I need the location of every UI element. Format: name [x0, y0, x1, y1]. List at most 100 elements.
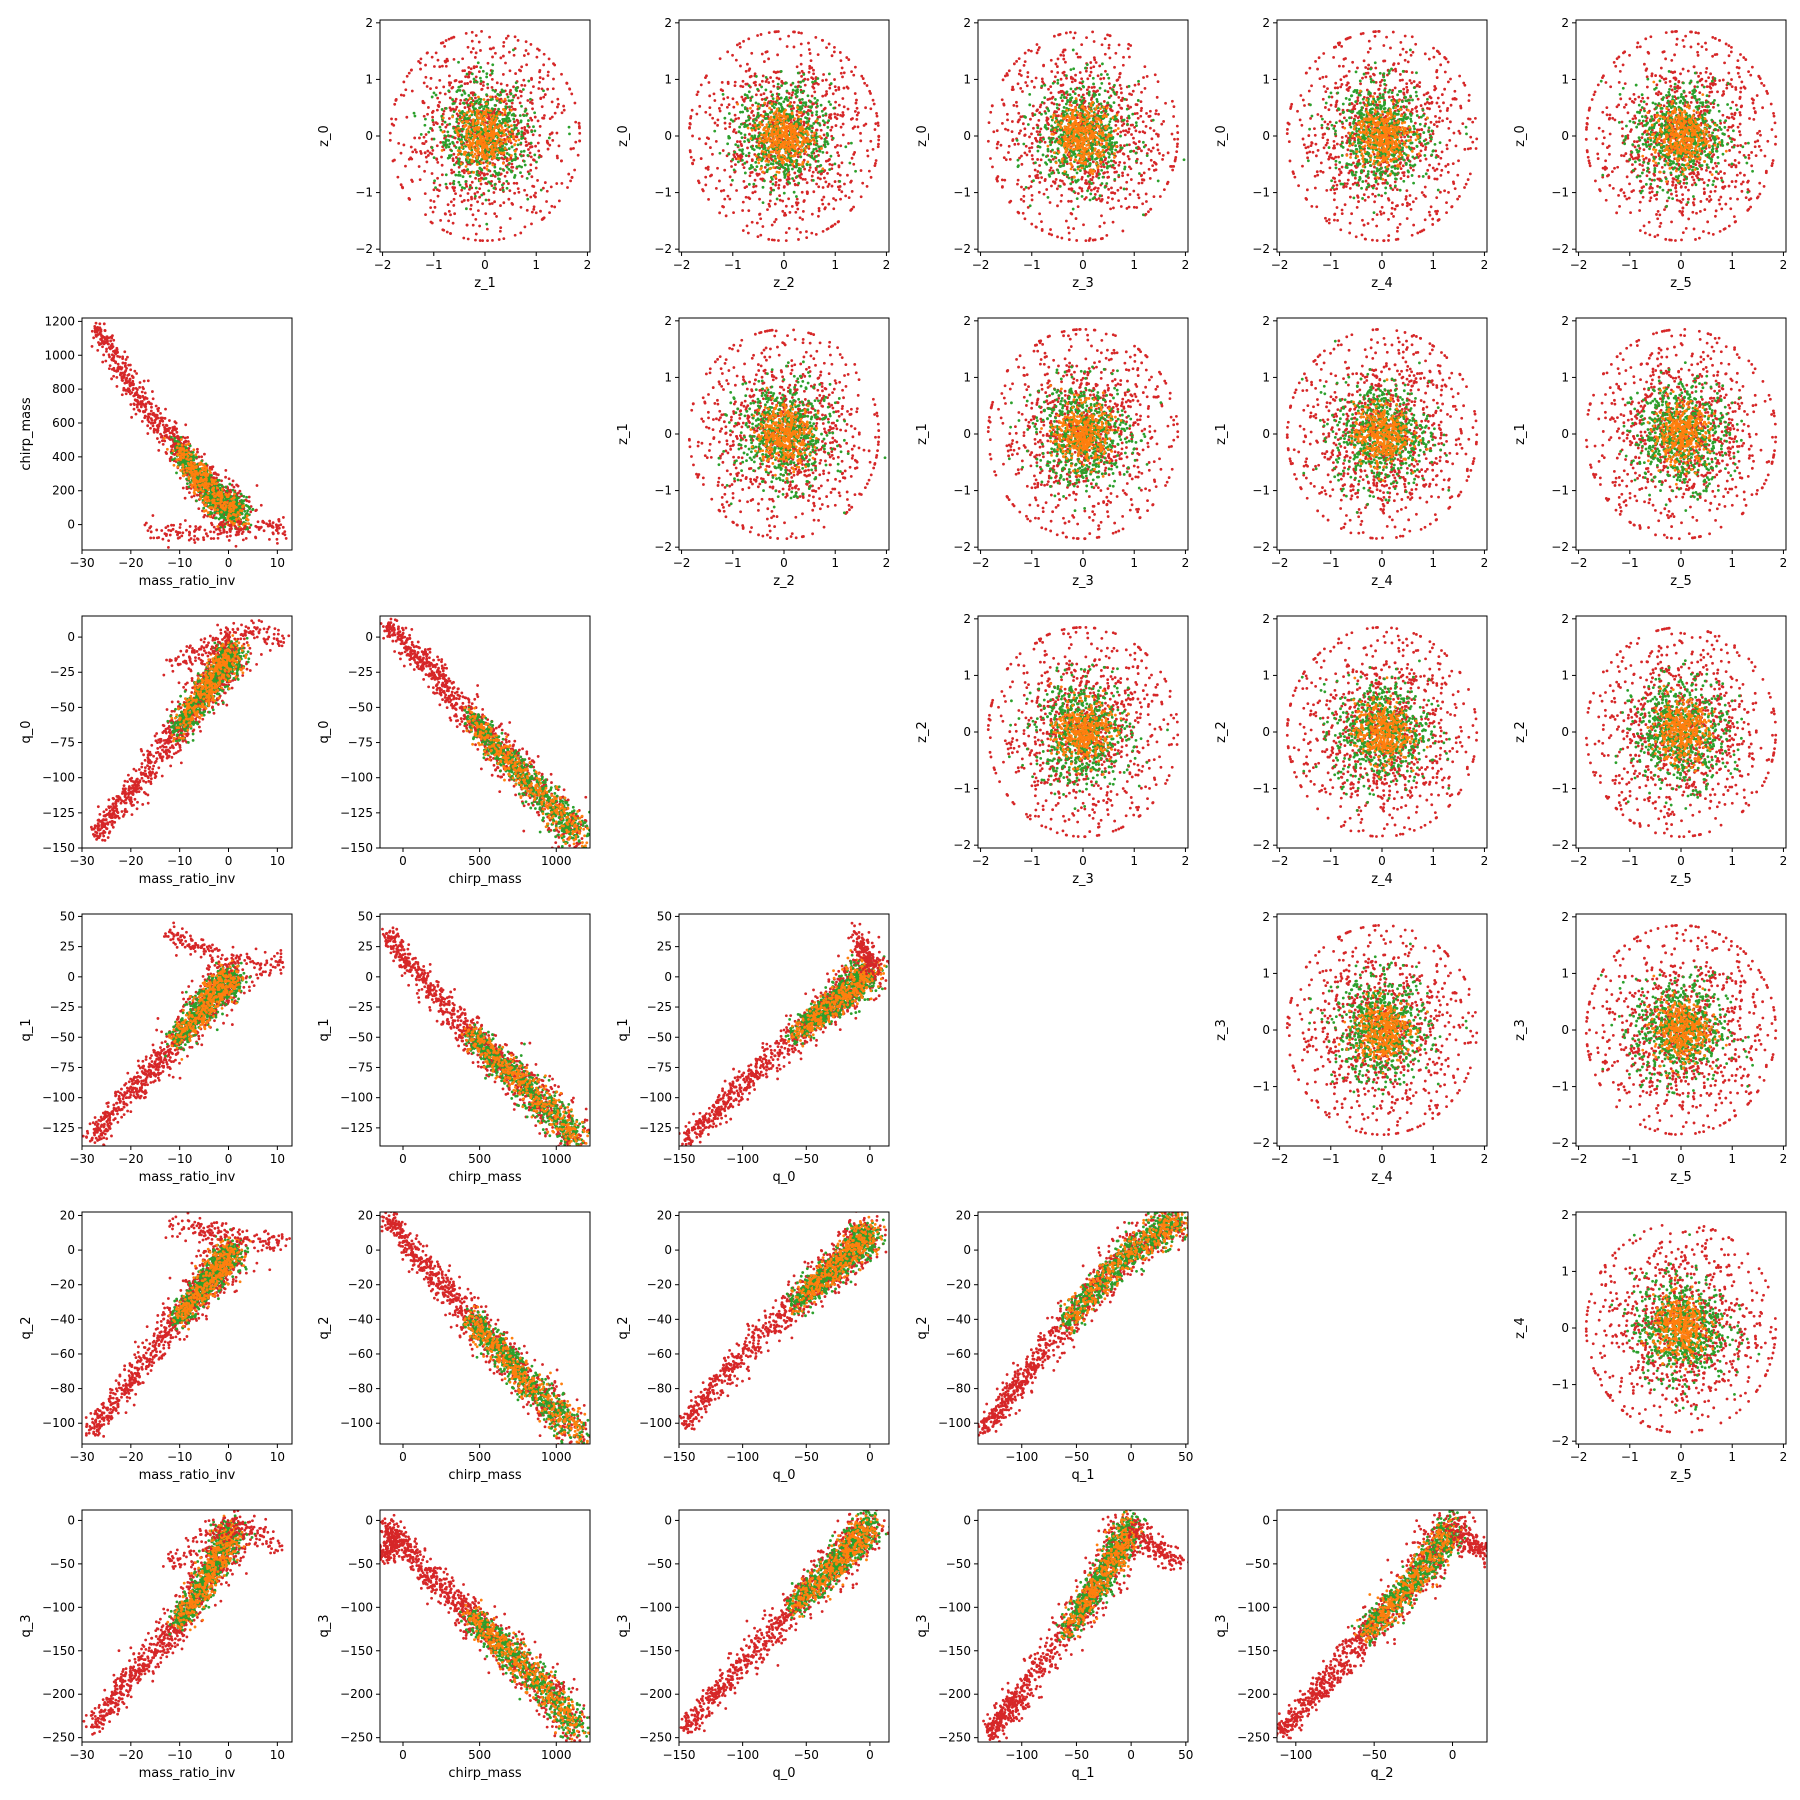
scatter-point	[831, 136, 835, 140]
scatter-point	[772, 238, 776, 242]
scatter-point	[520, 174, 524, 178]
scatter-point	[837, 164, 841, 167]
scatter-point	[1031, 104, 1035, 108]
scatter-point	[1051, 171, 1054, 174]
scatter-point	[510, 124, 513, 127]
scatter-point	[1100, 111, 1103, 114]
scatter-point	[449, 232, 452, 235]
scatter-point	[1149, 158, 1153, 162]
x-tick-label: −2	[673, 258, 691, 272]
scatter-point	[1022, 199, 1026, 203]
x-tick-label: 0	[780, 258, 788, 272]
scatter-point	[517, 138, 521, 142]
scatter-point	[1067, 176, 1071, 180]
scatter-point	[1026, 75, 1030, 79]
scatter-point	[1080, 194, 1084, 198]
scatter-point	[738, 45, 742, 49]
scatter-point	[811, 178, 815, 182]
scatter-point	[444, 125, 448, 129]
scatter-point	[1024, 185, 1028, 189]
y-axis-label: z_0	[616, 125, 631, 147]
scatter-point	[464, 165, 468, 168]
scatter-point	[837, 103, 841, 107]
scatter-point	[481, 239, 485, 243]
scatter-point	[409, 145, 413, 149]
scatter-point	[399, 93, 403, 97]
scatter-point	[493, 142, 497, 145]
scatter-point	[500, 138, 504, 142]
scatter-point	[727, 103, 731, 107]
scatter-point	[741, 152, 745, 156]
scatter-point	[804, 103, 808, 107]
scatter-point	[557, 102, 560, 106]
scatter-point	[487, 150, 491, 154]
scatter-point	[492, 148, 496, 152]
scatter-point	[572, 147, 575, 150]
scatter-point	[1035, 123, 1039, 127]
scatter-point	[1092, 40, 1096, 43]
scatter-point	[1145, 200, 1148, 203]
scatter-point	[1091, 160, 1095, 164]
scatter-point	[536, 119, 540, 123]
scatter-point	[424, 133, 428, 136]
scatter-point	[548, 143, 552, 147]
scatter-point	[823, 121, 827, 124]
scatter-point	[536, 141, 540, 145]
scatter-point	[1048, 174, 1052, 178]
scatter-point	[462, 152, 466, 156]
scatter-point	[505, 165, 509, 169]
scatter-point	[556, 156, 559, 160]
scatter-point	[1030, 154, 1034, 157]
scatter-point	[726, 105, 729, 109]
scatter-point	[458, 115, 462, 119]
scatter-point	[465, 223, 469, 227]
scatter-point	[806, 191, 809, 194]
scatter-point	[746, 123, 749, 127]
scatter-point	[821, 186, 825, 189]
scatter-point	[537, 155, 541, 159]
scatter-point	[518, 101, 522, 105]
scatter-point	[540, 105, 544, 109]
scatter-point	[761, 185, 765, 189]
scatter-point	[473, 93, 477, 97]
scatter-point	[419, 132, 423, 136]
scatter-point	[447, 139, 451, 142]
scatter-point	[426, 154, 430, 157]
scatter-point	[778, 134, 782, 137]
scatter-point	[454, 192, 457, 196]
scatter-point	[496, 92, 500, 96]
scatter-point	[740, 144, 744, 148]
scatter-point	[444, 145, 448, 149]
scatter-point	[1030, 141, 1034, 145]
scatter-point	[506, 113, 510, 116]
scatter-point	[570, 175, 574, 179]
scatter-point	[833, 180, 837, 183]
scatter-point	[508, 217, 512, 220]
scatter-point	[463, 82, 467, 86]
scatter-point	[1047, 109, 1051, 113]
scatter-point	[802, 123, 806, 127]
scatter-point	[791, 167, 794, 171]
scatter-point	[797, 238, 800, 241]
scatter-point	[503, 174, 507, 178]
scatter-point	[534, 191, 537, 195]
scatter-point	[1100, 214, 1103, 218]
scatter-point	[785, 45, 789, 48]
scatter-point	[463, 116, 467, 120]
scatter-point	[732, 105, 736, 109]
scatter-point	[1080, 187, 1084, 191]
scatter-point	[1134, 151, 1138, 155]
scatter-point	[1158, 152, 1161, 155]
scatter-point	[511, 203, 515, 206]
scatter-point	[1048, 168, 1052, 172]
scatter-point	[467, 125, 471, 129]
scatter-point	[465, 72, 469, 76]
scatter-point	[1018, 118, 1021, 121]
scatter-point	[550, 115, 554, 119]
scatter-point	[1113, 65, 1116, 69]
scatter-point	[1153, 73, 1157, 77]
scatter-point	[770, 134, 774, 138]
scatter-point	[488, 35, 491, 39]
scatter-point	[790, 93, 794, 97]
scatter-point	[524, 108, 528, 112]
